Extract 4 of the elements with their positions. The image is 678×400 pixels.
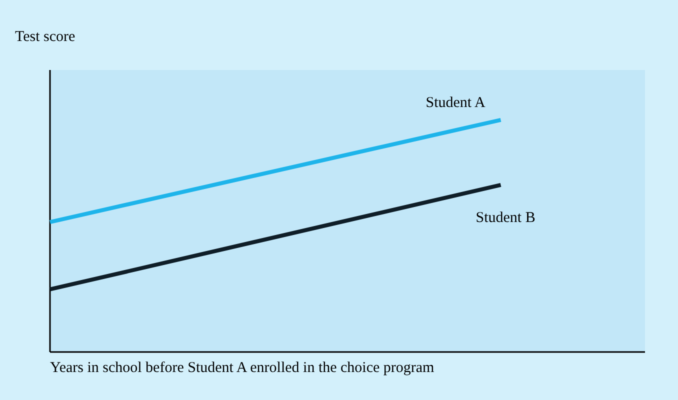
x-axis-title: Years in school before Student A enrolled in the choice program xyxy=(50,360,435,376)
y-axis-title: Test score xyxy=(15,29,76,45)
series-label: Student A xyxy=(426,94,486,111)
series-label: Student B xyxy=(476,210,536,226)
